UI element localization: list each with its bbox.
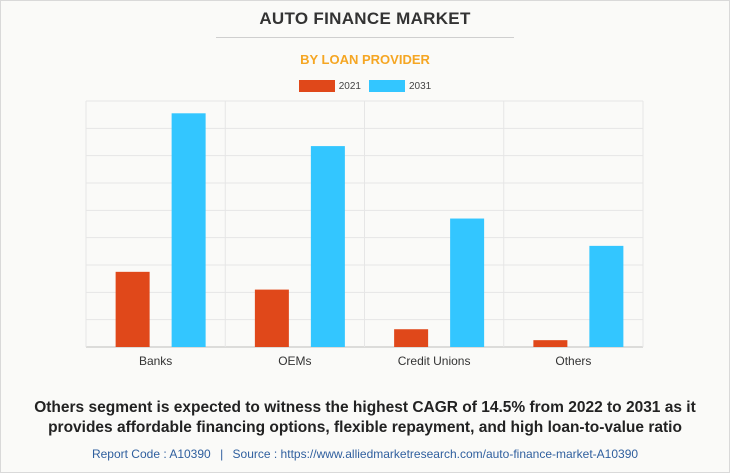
- legend-item-2031[interactable]: 2031: [369, 80, 431, 92]
- report-code: Report Code : A10390: [91, 447, 211, 461]
- footer: Report Code : A10390 | Source : https://…: [0, 447, 730, 461]
- legend-swatch-2031: [369, 80, 405, 92]
- chart-subtitle: BY LOAN PROVIDER: [300, 52, 430, 67]
- source-link[interactable]: Source : https://www.alliedmarketresearc…: [232, 447, 639, 461]
- x-tick-label: OEMs: [278, 354, 311, 368]
- x-tick-label: Others: [555, 354, 591, 368]
- title-divider: [216, 37, 514, 38]
- chart-title: AUTO FINANCE MARKET: [259, 9, 471, 28]
- x-tick-label: Banks: [139, 354, 172, 368]
- bar-2021-oems[interactable]: [254, 289, 289, 347]
- bar-2031-banks[interactable]: [171, 113, 206, 347]
- bar-2021-others[interactable]: [533, 340, 568, 347]
- chart-legend: 2021 2031: [0, 80, 730, 92]
- legend-label-2031: 2031: [409, 80, 432, 92]
- bar-2021-banks[interactable]: [115, 271, 150, 347]
- bar-2031-credit-unions[interactable]: [450, 218, 485, 347]
- footer-separator: |: [220, 447, 224, 461]
- bar-2031-others[interactable]: [589, 245, 624, 347]
- bar-2021-credit-unions[interactable]: [394, 329, 429, 347]
- legend-item-2021[interactable]: 2021: [298, 80, 361, 92]
- legend-label-2021: 2021: [338, 80, 361, 92]
- x-tick-label: Credit Unions: [398, 354, 471, 368]
- summary-text: Others segment is expected to witness th…: [34, 399, 696, 436]
- bar-2031-oems[interactable]: [310, 146, 345, 347]
- legend-swatch-2021: [298, 80, 335, 92]
